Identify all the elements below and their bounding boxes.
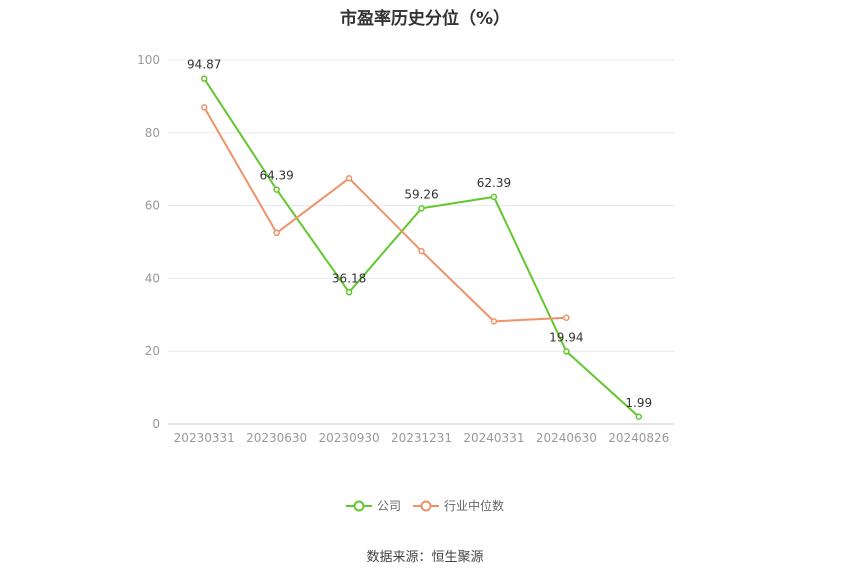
data-point: [200, 75, 208, 82]
x-tick-label: 20230930: [319, 431, 380, 445]
chart-title: 市盈率历史分位（%）: [339, 9, 511, 29]
x-tick-label: 20240331: [463, 431, 524, 445]
grid-lines: [168, 59, 675, 425]
source-note: 数据来源：恒生聚源: [366, 550, 484, 565]
data-label: 59.26: [404, 187, 438, 201]
legend-industry-icon: [413, 500, 439, 511]
data-point: [418, 205, 425, 212]
x-tick-label: 20231231: [391, 431, 452, 445]
data-label: 94.87: [187, 58, 221, 72]
x-tick-label: 20240826: [608, 431, 669, 445]
data-point: [345, 175, 353, 182]
data-point: [490, 318, 498, 325]
legend-industry-label: 行业中位数: [444, 499, 505, 513]
data-point: [345, 289, 353, 296]
legend-item-industry[interactable]: 行业中位数: [413, 497, 504, 514]
data-point: [273, 229, 280, 237]
y-axis-ticks: 0 20 40 60 80 100: [137, 53, 160, 431]
data-label: 1.99: [625, 396, 652, 410]
data-point: [563, 348, 570, 355]
data-point: [273, 186, 280, 193]
data-label: 62.39: [477, 176, 511, 190]
data-point: [635, 413, 643, 421]
x-axis-ticks: 20230331 20230630 20230930 20231231 20240331…: [174, 431, 670, 445]
y-tick-label: 0: [152, 417, 160, 431]
series-layer: [200, 75, 643, 421]
data-point: [563, 314, 570, 321]
data-label: 19.94: [549, 330, 583, 344]
data-point: [418, 247, 425, 255]
y-tick-label: 100: [137, 53, 160, 67]
y-tick-label: 20: [145, 344, 160, 358]
data-point: [490, 193, 498, 201]
y-tick-label: 80: [145, 126, 160, 140]
legend-company-icon: [345, 500, 372, 511]
data-labels: 94.87 64.39 36.18 59.26 62.39 19.94 1.99: [187, 58, 652, 410]
y-tick-label: 60: [145, 199, 160, 213]
legend: 公司 行业中位数: [0, 497, 850, 514]
x-tick-label: 20230630: [246, 431, 307, 445]
y-tick-label: 40: [145, 271, 160, 285]
series-line-1: [203, 106, 567, 323]
x-tick-label: 20230331: [174, 431, 235, 445]
data-point: [200, 104, 208, 111]
x-tick-label: 20240630: [536, 431, 597, 445]
data-label: 64.39: [259, 169, 293, 183]
data-label: 36.18: [332, 271, 366, 285]
legend-company-label: 公司: [376, 499, 401, 513]
legend-item-company[interactable]: 公司: [345, 497, 401, 514]
series-line-0: [203, 78, 640, 418]
